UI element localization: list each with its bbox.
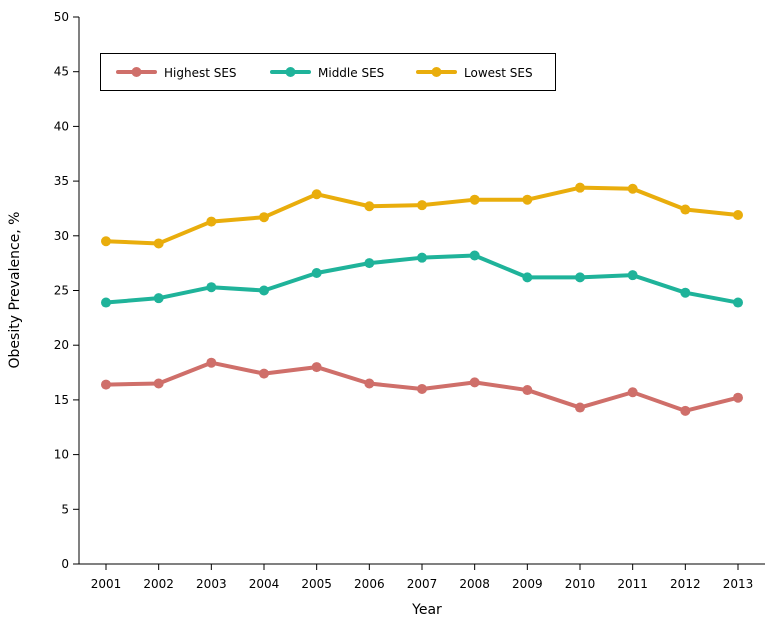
- data-point: [627, 270, 638, 281]
- data-point: [153, 238, 164, 249]
- data-point: [417, 200, 427, 211]
- data-point: [311, 189, 322, 200]
- data-point: [733, 392, 743, 403]
- legend-box: [100, 53, 556, 91]
- y-tick-label: 40: [54, 119, 69, 133]
- x-tick-label: 2004: [249, 577, 280, 591]
- series-line: [105, 185, 739, 246]
- y-tick-label: 45: [54, 65, 69, 79]
- data-point: [469, 377, 480, 388]
- data-point: [259, 285, 269, 296]
- data-point: [364, 201, 375, 212]
- data-point: [364, 258, 375, 269]
- y-tick-label: 35: [54, 174, 69, 188]
- x-tick-label: 2010: [565, 577, 596, 591]
- data-point: [680, 204, 691, 215]
- legend-label: Middle SES: [318, 66, 384, 80]
- y-tick-label: 15: [54, 393, 69, 407]
- data-point: [101, 379, 111, 390]
- x-axis-label: Year: [411, 602, 442, 618]
- data-point: [153, 293, 164, 304]
- data-point: [575, 182, 585, 193]
- data-point: [733, 210, 743, 221]
- data-point: [206, 282, 217, 293]
- y-tick-label: 5: [61, 502, 69, 516]
- y-tick-label: 20: [54, 338, 69, 352]
- y-tick-label: 0: [61, 557, 69, 571]
- data-point: [153, 378, 164, 389]
- data-point: [259, 368, 269, 379]
- data-point: [311, 267, 322, 278]
- y-axis-label: Obesity Prevalence, %: [7, 212, 23, 369]
- series-group: [101, 182, 743, 416]
- data-point: [522, 385, 533, 396]
- data-point: [206, 216, 217, 227]
- x-tick-label: 2006: [354, 577, 385, 591]
- data-point: [469, 250, 480, 261]
- data-point: [311, 362, 322, 373]
- data-point: [575, 402, 585, 413]
- data-point: [627, 183, 638, 194]
- data-point: [522, 194, 533, 205]
- data-point: [680, 287, 691, 298]
- axes: 0 5 10 15 20 25 30 35 40 45 50 2001 2002 2003 2004 2005…: [54, 10, 765, 591]
- data-point: [259, 212, 269, 223]
- data-point: [417, 252, 427, 263]
- data-point: [469, 194, 480, 205]
- x-tick-label: 2009: [512, 577, 543, 591]
- x-tick-label: 2012: [670, 577, 701, 591]
- data-point: [101, 297, 111, 308]
- legend-swatch-marker: [131, 67, 142, 77]
- y-tick-label: 25: [54, 284, 69, 298]
- legend-label: Highest SES: [164, 66, 237, 80]
- legend-swatch-marker: [285, 67, 296, 77]
- data-point: [101, 236, 111, 247]
- data-point: [206, 357, 217, 368]
- data-point: [522, 272, 533, 283]
- legend: Highest SES Middle SES Lowest SES: [100, 53, 556, 91]
- data-point: [733, 297, 743, 308]
- data-point: [364, 378, 375, 389]
- x-tick-label: 2011: [617, 577, 648, 591]
- x-tick-label: 2002: [143, 577, 174, 591]
- x-tick-label: 2005: [301, 577, 332, 591]
- y-tick-label: 30: [54, 229, 69, 243]
- data-point: [575, 272, 585, 283]
- x-tick-label: 2001: [91, 577, 122, 591]
- y-tick-label: 50: [54, 10, 69, 24]
- x-tick-label: 2008: [459, 577, 490, 591]
- y-tick-label: 10: [54, 448, 69, 462]
- data-point: [417, 383, 427, 394]
- x-tick-label: 2007: [407, 577, 438, 591]
- x-tick-label: 2003: [196, 577, 227, 591]
- data-point: [680, 405, 691, 416]
- data-point: [627, 387, 638, 398]
- x-tick-label: 2013: [723, 577, 754, 591]
- legend-label: Lowest SES: [464, 66, 533, 80]
- legend-swatch-marker: [431, 67, 442, 77]
